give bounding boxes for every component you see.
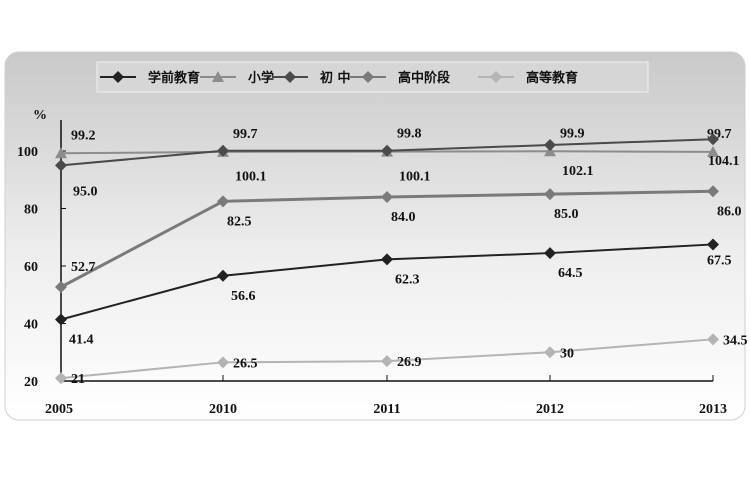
legend-label: 高等教育 xyxy=(526,70,578,86)
data-label: 99.9 xyxy=(560,126,585,141)
legend: 学前教育 小学 初 中 高中阶段 高等教育 xyxy=(100,70,578,86)
legend-item: 初 中 xyxy=(272,70,351,86)
data-point xyxy=(381,191,393,203)
data-point xyxy=(544,346,556,359)
series-4: 21 26.5 26.9 30 34.5 xyxy=(55,333,748,387)
y-tick-label: 60 xyxy=(24,260,38,275)
x-tick-label: 2013 xyxy=(699,402,727,417)
data-label: 26.5 xyxy=(233,356,258,371)
legend-marker xyxy=(284,71,296,83)
data-label: 26.9 xyxy=(397,355,422,370)
data-label: 99.2 xyxy=(71,128,96,143)
data-label: 102.1 xyxy=(562,164,594,179)
data-point xyxy=(55,280,67,293)
x-tick-label: 2012 xyxy=(536,402,564,417)
data-point xyxy=(544,247,556,260)
series-2: 95.0 100.1 100.1 102.1 104.1 xyxy=(55,133,740,199)
axes: % 20 40 60 80 100 2005 2010 2011 2012 2013 xyxy=(17,108,727,417)
data-label: 99.7 xyxy=(233,127,258,142)
legend-marker xyxy=(112,71,124,83)
data-label: 34.5 xyxy=(723,333,748,348)
data-point xyxy=(217,269,229,282)
data-point xyxy=(544,188,556,201)
legend-label: 初 中 xyxy=(320,70,351,86)
data-point xyxy=(707,185,719,198)
data-point xyxy=(381,253,393,266)
data-point xyxy=(707,145,719,157)
y-tick-label: 80 xyxy=(24,203,38,218)
data-point xyxy=(217,195,229,208)
x-tick-label: 2005 xyxy=(45,402,73,417)
data-label: 84.0 xyxy=(391,210,416,225)
data-label: 62.3 xyxy=(395,272,420,287)
data-point xyxy=(707,133,719,146)
data-label: 52.7 xyxy=(71,260,96,275)
data-label: 21 xyxy=(71,372,85,387)
data-label: 67.5 xyxy=(707,253,732,268)
legend-marker xyxy=(212,71,224,82)
data-point xyxy=(217,144,229,157)
data-point xyxy=(55,313,67,326)
plot-area: 41.456.662.3 64.567.599.2 99.7 99.8 99.9 99.7… xyxy=(55,126,748,387)
data-point xyxy=(55,372,67,385)
data-point xyxy=(55,147,67,159)
data-label: 64.5 xyxy=(558,266,583,281)
y-tick-label: 100 xyxy=(17,145,38,160)
legend-label: 小学 xyxy=(248,70,274,86)
data-label: 104.1 xyxy=(708,154,740,169)
x-tick-label: 2011 xyxy=(373,402,400,417)
legend-item: 高中阶段 xyxy=(350,70,450,86)
legend-marker xyxy=(362,71,374,83)
y-tick-label: 20 xyxy=(24,375,38,390)
data-label: 86.0 xyxy=(717,204,742,219)
data-point xyxy=(217,356,229,369)
data-label: 56.6 xyxy=(231,289,256,304)
data-label: 99.8 xyxy=(397,127,422,142)
data-label: 82.5 xyxy=(227,214,252,229)
data-point xyxy=(544,138,556,151)
legend-marker xyxy=(490,71,502,83)
series-0: 41.4 56.6 62.3 64.5 67.5 xyxy=(55,238,732,347)
legend-item: 学前教育 xyxy=(100,70,200,86)
chart-frame xyxy=(4,51,746,421)
data-label: 85.0 xyxy=(554,207,579,222)
data-label: 100.1 xyxy=(235,170,267,185)
data-point xyxy=(707,238,719,251)
data-label: 30 xyxy=(560,346,574,361)
data-point xyxy=(381,355,393,368)
y-tick-label: 40 xyxy=(24,318,38,333)
legend-label: 高中阶段 xyxy=(398,70,450,86)
legend-item: 高等教育 xyxy=(478,70,578,86)
x-tick-label: 2010 xyxy=(209,402,237,417)
series-3: 52.7 82.5 84.0 85.0 86.0 xyxy=(55,185,742,293)
data-label: 41.4 xyxy=(69,332,94,347)
data-point xyxy=(55,159,67,172)
data-label: 100.1 xyxy=(399,170,431,185)
data-point xyxy=(707,333,719,346)
y-axis-unit: % xyxy=(33,108,47,123)
legend-label: 学前教育 xyxy=(148,70,200,86)
legend-item: 小学 xyxy=(200,70,274,86)
data-point xyxy=(381,144,393,157)
data-label: 95.0 xyxy=(73,184,98,199)
